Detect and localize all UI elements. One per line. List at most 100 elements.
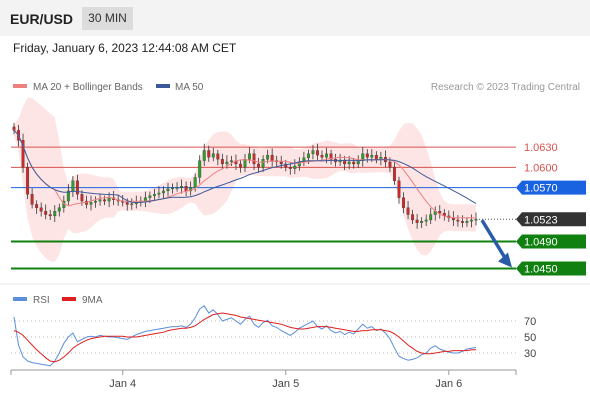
candle-body: [320, 155, 324, 158]
candle-body: [243, 159, 247, 168]
rsi-tick-30: 30: [524, 348, 536, 360]
candle-body: [53, 211, 57, 217]
candle-body: [162, 190, 165, 194]
candle-body: [451, 217, 455, 221]
candle-body: [288, 167, 292, 169]
candle-body: [30, 194, 34, 205]
candle-body: [460, 221, 464, 223]
candle-body: [325, 153, 328, 158]
credit-text: Research © 2023 Trading Central: [431, 82, 580, 93]
candle-body: [48, 214, 52, 217]
candle-body: [229, 160, 233, 163]
candle-body: [166, 188, 170, 192]
candle-body: [257, 163, 261, 168]
ma20-legend-swatch: [13, 84, 27, 88]
rsi-tick-70: 70: [524, 316, 536, 328]
candle-body: [239, 163, 242, 168]
candle-body: [193, 177, 197, 188]
candle-body: [35, 204, 39, 208]
level-label-1.0490: 1.0490: [524, 237, 558, 249]
ma50-legend-label: MA 50: [175, 82, 204, 93]
candle-body: [293, 165, 297, 169]
candle-body: [365, 153, 369, 158]
x-tick-label: Jan 6: [435, 378, 462, 390]
rsi-line: [13, 305, 477, 367]
symbol-title: EUR/USD: [10, 11, 74, 27]
candle-body: [279, 161, 283, 165]
candle-body: [89, 202, 93, 205]
candle-body: [66, 190, 70, 202]
candle-body: [311, 150, 315, 154]
timestamp: Friday, January 6, 2023 12:44:08 AM CET: [13, 41, 237, 55]
candle-body: [343, 160, 347, 165]
ma20-line: [13, 129, 477, 219]
x-tick-label: Jan 5: [272, 378, 299, 390]
bollinger-bands: [14, 97, 476, 263]
candle-body: [406, 207, 410, 215]
candle-body: [98, 199, 102, 202]
candle-body: [71, 180, 75, 192]
candle-body: [429, 214, 433, 221]
candle-body: [248, 153, 251, 160]
candle-body: [370, 155, 374, 158]
candle-body: [26, 167, 30, 195]
last-price-marker: 1.0523: [476, 212, 586, 227]
candle-body: [125, 202, 129, 205]
timeframe-badge[interactable]: 30 MIN: [82, 7, 133, 30]
candle-body: [270, 155, 274, 161]
candle-body: [130, 203, 134, 205]
candle-body: [94, 200, 97, 203]
candle-body: [180, 186, 184, 188]
x-tick-label: Jan 4: [109, 378, 136, 390]
candle-body: [148, 195, 152, 198]
rsi-tick-50: 50: [524, 332, 536, 344]
candle-body: [12, 126, 16, 131]
candle-body: [329, 153, 333, 160]
candle-body: [44, 211, 48, 215]
rsi-legend-swatch: [13, 297, 27, 301]
candle-body: [388, 161, 392, 168]
rsi-ma9-line: [13, 312, 476, 363]
candle-body: [411, 214, 415, 221]
candle-body: [171, 187, 174, 190]
candle-body: [107, 197, 111, 202]
candle-body: [21, 140, 25, 168]
forecast-arrow-shaft: [480, 219, 508, 261]
candle-body: [316, 150, 319, 156]
candle-body: [397, 180, 401, 198]
candle-body: [152, 194, 156, 196]
candle-body: [415, 219, 419, 223]
candle-body: [456, 219, 460, 222]
candle-body: [211, 153, 215, 158]
candle-body: [198, 160, 202, 178]
level-label-1.0630: 1.0630: [524, 142, 558, 154]
ma9-legend-label: 9MA: [82, 295, 103, 306]
candle-body: [252, 153, 256, 165]
level-badge-1.0450: [516, 261, 586, 276]
candle-body: [80, 194, 84, 202]
price-levels: 1.0630 1.0600 1.0570 1.0490 1.0450: [11, 142, 586, 276]
header-bar: EUR/USD 30 MIN: [0, 0, 590, 36]
candle-body: [438, 211, 442, 214]
ma20-legend-label: MA 20 + Bollinger Bands: [33, 82, 143, 93]
candle-body: [284, 163, 288, 168]
moving-averages: [13, 129, 477, 219]
ma50-legend-swatch: [156, 84, 170, 88]
candle-body: [347, 161, 351, 165]
candle-body: [202, 150, 206, 161]
level-badge-1.0490: [516, 234, 586, 249]
candle-body: [470, 219, 473, 222]
level-label-1.0450: 1.0450: [524, 264, 558, 276]
candle-body: [393, 167, 396, 181]
level-label-1.0570: 1.0570: [524, 183, 558, 195]
candle-body: [157, 192, 161, 195]
forecast-arrow-head: [498, 252, 512, 268]
candle-body: [306, 153, 310, 159]
level-label-1.0600: 1.0600: [524, 162, 558, 174]
rsi-legend-label: RSI: [33, 295, 50, 306]
candle-body: [220, 159, 224, 165]
candle-body: [75, 180, 79, 195]
candle-body: [57, 207, 61, 212]
